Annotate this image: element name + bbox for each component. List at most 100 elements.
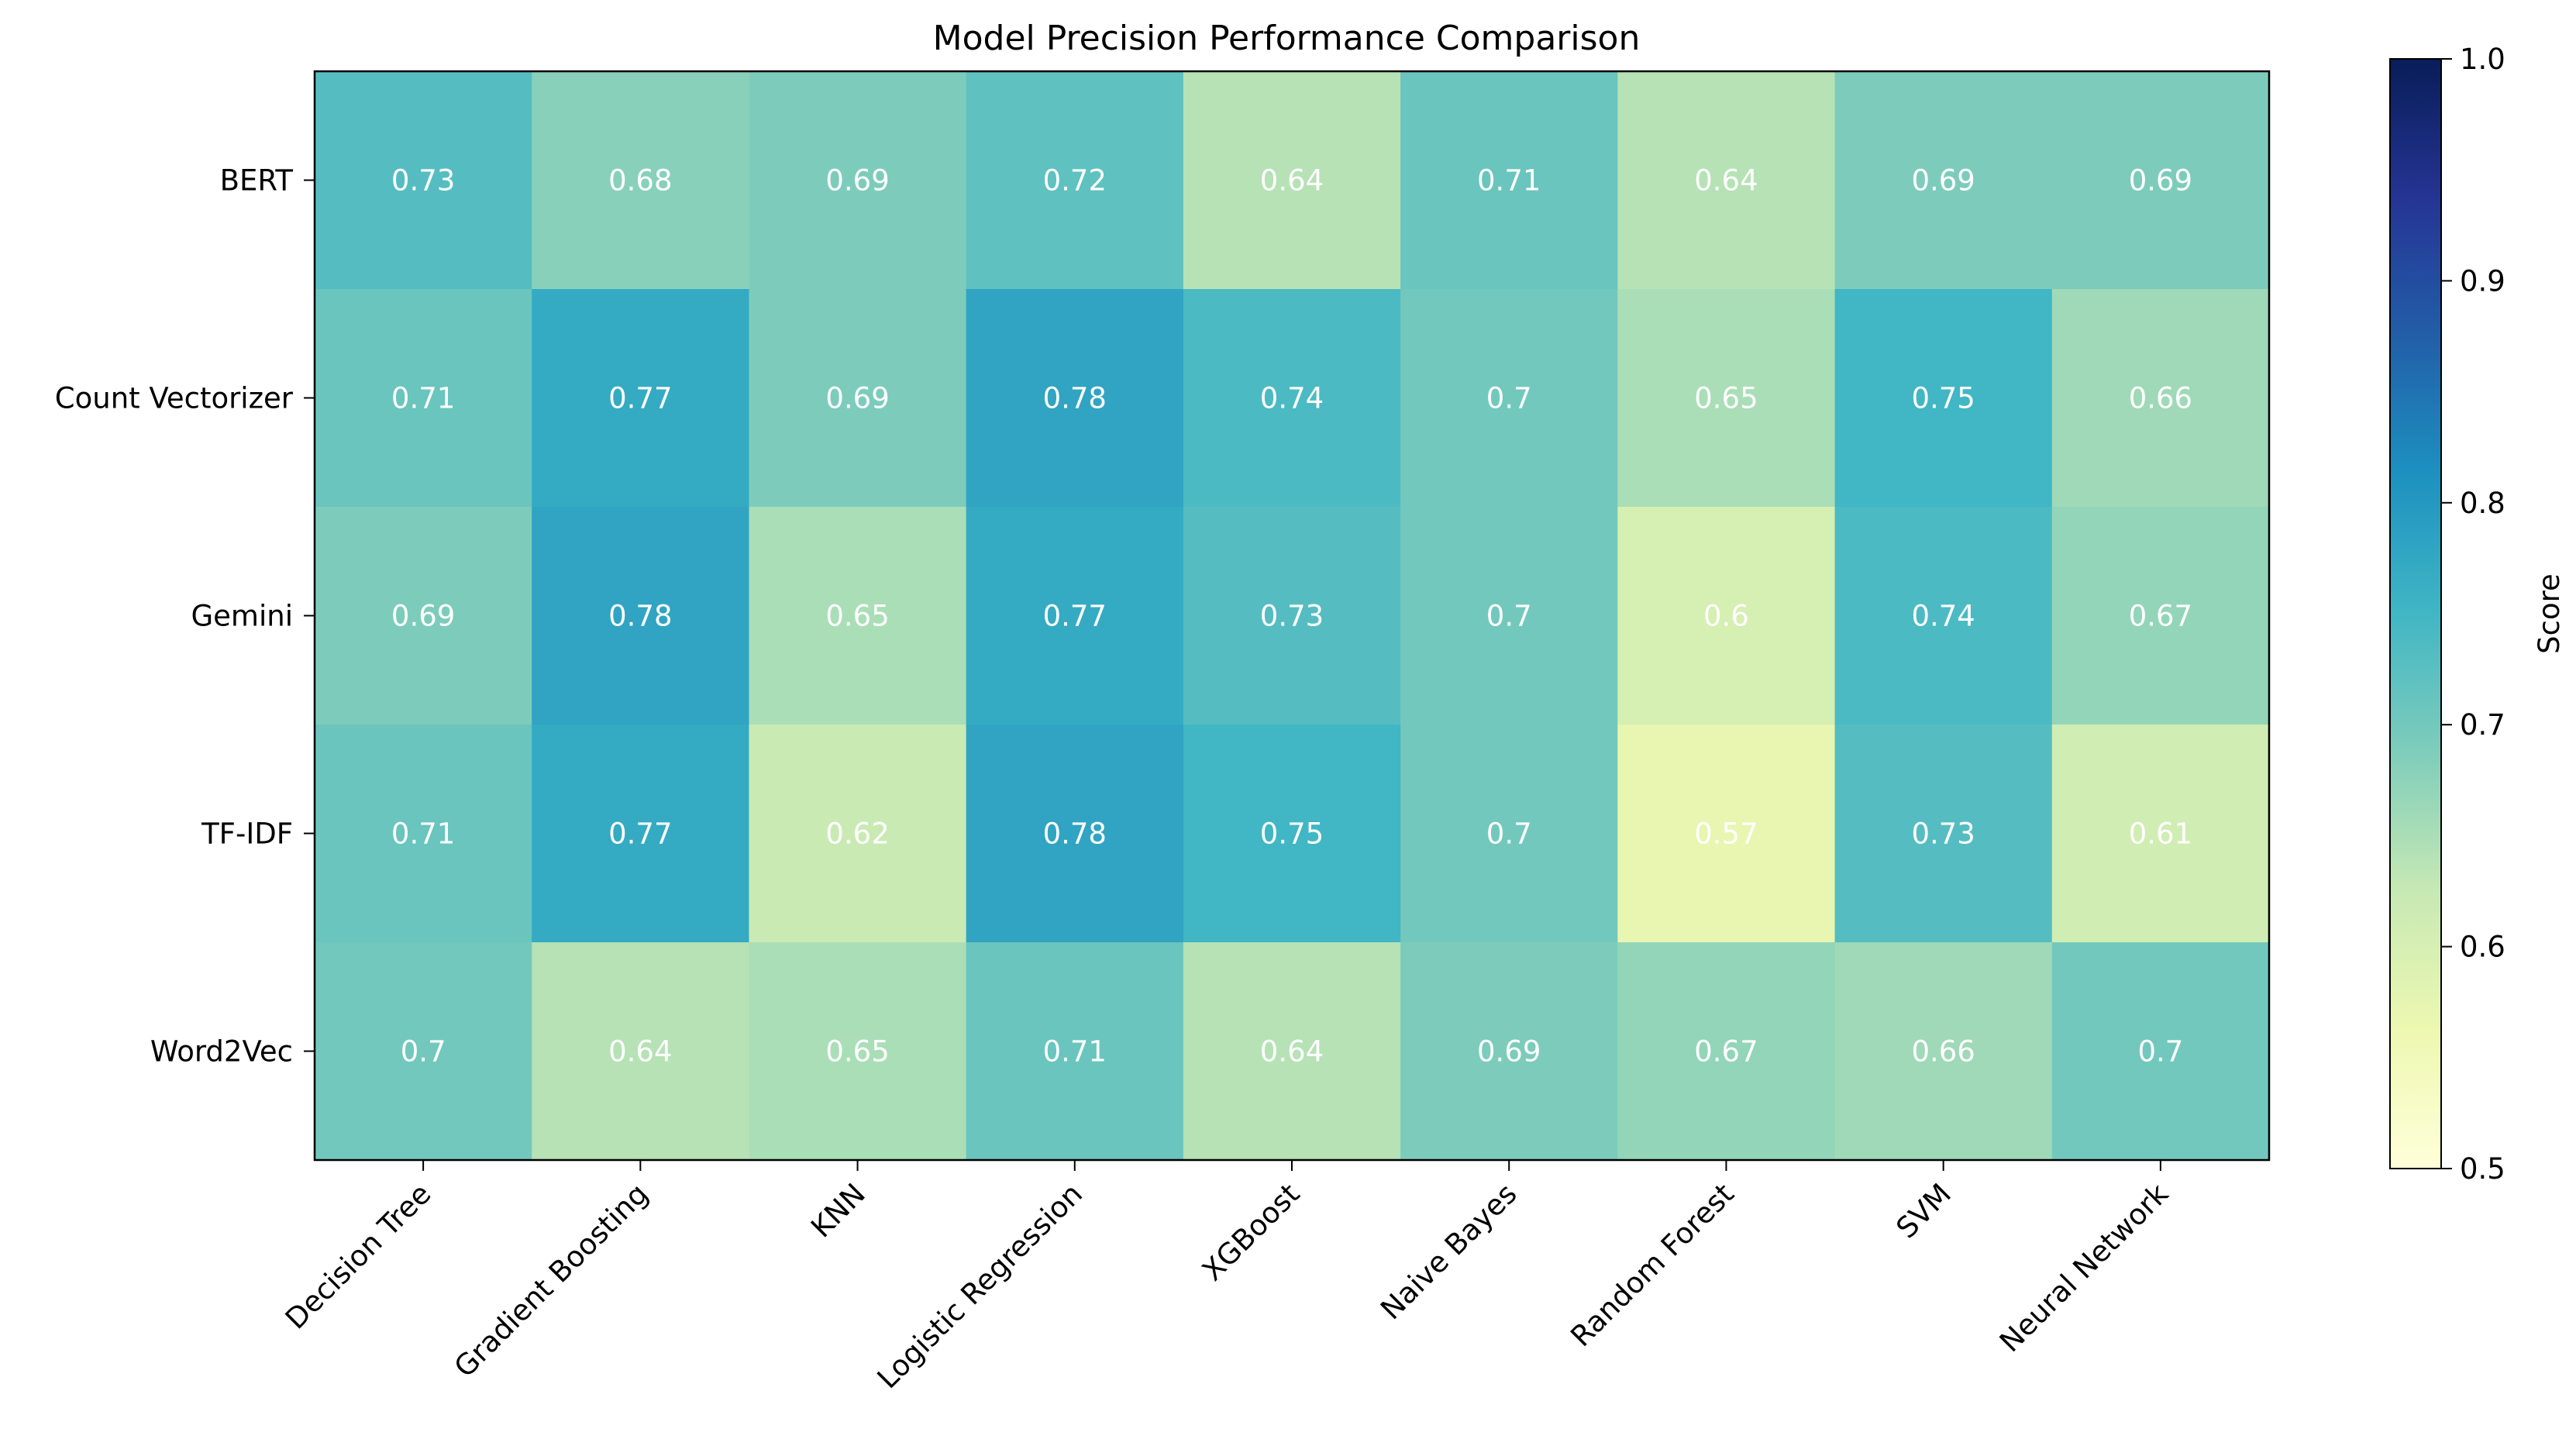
- heatmap-cell: [1183, 942, 1401, 1161]
- heatmap-cells: [315, 71, 2270, 1161]
- heatmap-cell: [532, 725, 749, 943]
- cell-value-label: 0.73: [391, 164, 455, 198]
- y-tick-label: BERT: [220, 164, 294, 198]
- cell-value-label: 0.64: [608, 1035, 672, 1069]
- cell-value-label: 0.64: [1260, 1035, 1324, 1069]
- x-tick-label: KNN: [804, 1177, 872, 1244]
- heatmap-cell: [966, 725, 1184, 943]
- heatmap-cell: [1183, 71, 1401, 290]
- heatmap-cell: [315, 725, 532, 943]
- x-tick-label: Random Forest: [1564, 1177, 1740, 1353]
- colorbar-tick-label: 0.8: [2460, 487, 2505, 520]
- cell-value-label: 0.68: [608, 164, 672, 198]
- cell-value-label: 0.78: [608, 600, 672, 633]
- x-tick-label: Neural Network: [1993, 1177, 2175, 1359]
- heatmap-cell: [1183, 507, 1401, 725]
- heatmap-cell: [532, 289, 749, 508]
- y-tick-label: Word2Vec: [150, 1035, 293, 1069]
- cell-value-label: 0.69: [825, 164, 889, 198]
- y-tick-label: Count Vectorizer: [55, 382, 294, 415]
- cell-value-labels: 0.73 0.68 0.69 0.72 0.64 0.71 0.64 0.69 0.69 0.71…: [391, 164, 2192, 1069]
- heatmap-cell: [1834, 507, 2053, 725]
- y-tick-label: Gemini: [191, 600, 294, 633]
- cell-value-label: 0.69: [825, 382, 889, 415]
- cell-value-label: 0.69: [2129, 164, 2192, 198]
- heatmap-cell: [1834, 71, 2053, 290]
- y-axis-ticks: BERT Count Vectorizer Gemini TF-IDF Word2Vec: [55, 164, 315, 1069]
- heatmap-cell: [1617, 289, 1836, 508]
- cell-value-label: 0.65: [825, 1035, 889, 1069]
- cell-value-label: 0.7: [1486, 600, 1532, 633]
- heatmap-cell: [1183, 725, 1401, 943]
- cell-value-label: 0.66: [1911, 1035, 1975, 1069]
- heatmap-cell: [532, 507, 749, 725]
- cell-value-label: 0.78: [1043, 818, 1107, 851]
- cell-value-label: 0.73: [1260, 600, 1324, 633]
- heatmap-cell: [2051, 507, 2270, 725]
- heatmap-cell: [1400, 942, 1618, 1161]
- heatmap-cell: [1617, 725, 1836, 943]
- cell-value-label: 0.61: [2129, 818, 2192, 851]
- heatmap-cell: [1400, 725, 1618, 943]
- cell-value-label: 0.64: [1694, 164, 1758, 198]
- colorbar-tick-label: 0.6: [2460, 931, 2505, 964]
- heatmap-cell: [2051, 725, 2270, 943]
- cell-value-label: 0.69: [1911, 164, 1975, 198]
- heatmap-cell: [966, 507, 1184, 725]
- x-tick-label: XGBoost: [1196, 1177, 1306, 1287]
- cell-value-label: 0.77: [608, 382, 672, 415]
- cell-value-label: 0.72: [1043, 164, 1107, 198]
- heatmap-cell: [966, 289, 1184, 508]
- heatmap-cell: [315, 507, 532, 725]
- chart-title: Model Precision Performance Comparison: [933, 19, 1641, 58]
- heatmap-cell: [749, 725, 967, 943]
- heatmap-cell: [1183, 289, 1401, 508]
- heatmap-cell: [2051, 71, 2270, 290]
- cell-value-label: 0.64: [1260, 164, 1324, 198]
- cell-value-label: 0.7: [401, 1035, 446, 1069]
- cell-value-label: 0.71: [391, 382, 455, 415]
- heatmap-cell: [1400, 289, 1618, 508]
- x-tick-label: SVM: [1890, 1177, 1958, 1244]
- heatmap-cell: [1400, 71, 1618, 290]
- cell-value-label: 0.67: [2129, 600, 2192, 633]
- heatmap-cell: [749, 507, 967, 725]
- cell-value-label: 0.6: [1703, 600, 1749, 633]
- heatmap-cell: [1834, 289, 2053, 508]
- colorbar-tick-label: 0.7: [2460, 708, 2505, 742]
- colorbar-bar: [2389, 58, 2442, 1169]
- heatmap-cell: [966, 942, 1184, 1161]
- cell-value-label: 0.7: [2137, 1035, 2183, 1069]
- x-tick-label: Naive Bayes: [1374, 1177, 1523, 1326]
- x-tick-label: Logistic Regression: [871, 1177, 1089, 1395]
- heatmap-cell: [1834, 725, 2053, 943]
- cell-value-label: 0.69: [391, 600, 455, 633]
- cell-value-label: 0.74: [1260, 382, 1324, 415]
- cell-value-label: 0.66: [2129, 382, 2192, 415]
- heatmap-cell: [1400, 507, 1618, 725]
- cell-value-label: 0.71: [1043, 1035, 1107, 1069]
- x-tick-label: Gradient Boosting: [448, 1177, 655, 1384]
- cell-value-label: 0.57: [1694, 818, 1758, 851]
- cell-value-label: 0.65: [1694, 382, 1758, 415]
- heatmap-cell: [1617, 942, 1836, 1161]
- cell-value-label: 0.74: [1911, 600, 1975, 633]
- colorbar-tick-label: 0.9: [2460, 264, 2505, 298]
- cell-value-label: 0.7: [1486, 818, 1532, 851]
- heatmap-cell: [966, 71, 1184, 290]
- cell-value-label: 0.73: [1911, 818, 1975, 851]
- cell-value-label: 0.67: [1694, 1035, 1758, 1069]
- heatmap-cell: [2051, 289, 2270, 508]
- heatmap-cell: [749, 71, 967, 290]
- heatmap-cell: [315, 71, 532, 290]
- y-tick-label: TF-IDF: [201, 818, 293, 851]
- cell-value-label: 0.65: [825, 600, 889, 633]
- heatmap-cell: [2051, 942, 2270, 1161]
- cell-value-label: 0.71: [1477, 164, 1541, 198]
- cell-value-label: 0.7: [1486, 382, 1532, 415]
- colorbar-tick-label: 0.5: [2460, 1152, 2505, 1186]
- cell-value-label: 0.69: [1477, 1035, 1541, 1069]
- cell-value-label: 0.75: [1911, 382, 1975, 415]
- colorbar: 0.5 0.6 0.7 0.8 0.9 1.0 Score: [2389, 43, 2566, 1186]
- heatmap-cell: [532, 942, 749, 1161]
